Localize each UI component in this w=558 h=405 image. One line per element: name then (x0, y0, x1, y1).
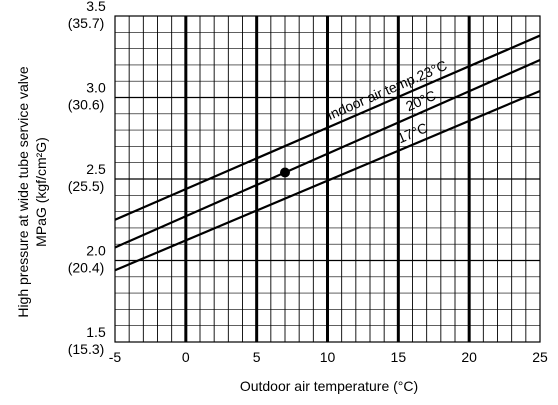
y-tick-label-kgf: (15.3) (68, 341, 105, 357)
series-line (114, 34, 541, 221)
x-tick-label: 0 (182, 349, 190, 365)
grid (114, 15, 541, 343)
y-tick-label-kgf: (35.7) (68, 15, 105, 31)
x-tick-label: 20 (461, 349, 477, 365)
x-tick-label: 10 (320, 349, 336, 365)
x-tick-label: 25 (532, 349, 548, 365)
y-tick-label-kgf: (30.6) (68, 97, 105, 113)
y-axis-title-line2: MPaG (kgf/cm²G) (33, 137, 49, 247)
y-tick-label: 3.0 (86, 80, 106, 96)
y-tick-labels: 3.5(35.7) 3.0(30.6) 2.5(25.5) 2.0(20.4) 1.5(… (68, 0, 106, 357)
y-tick-label: 3.5 (86, 0, 106, 14)
y-tick-label: 1.5 (86, 324, 106, 340)
series-line (114, 89, 541, 272)
y-tick-label-kgf: (20.4) (68, 260, 105, 276)
x-tick-labels: -5 0 5 10 15 20 25 (109, 349, 548, 365)
series-line (114, 59, 541, 249)
y-axis-title: High pressure at wide tube service valve… (15, 66, 49, 318)
y-tick-label: 2.0 (86, 243, 106, 259)
y-tick-label-kgf: (25.5) (68, 178, 105, 194)
series-lines (114, 34, 541, 272)
x-tick-label: -5 (109, 349, 122, 365)
x-tick-label: 15 (391, 349, 407, 365)
x-tick-label: 5 (253, 349, 261, 365)
x-axis-title: Outdoor air temperature (°C) (240, 378, 418, 394)
y-tick-label: 2.5 (86, 161, 106, 177)
y-axis-title-line1: High pressure at wide tube service valve (15, 66, 31, 318)
operating-point-marker (280, 167, 290, 178)
marker-layer (280, 167, 290, 178)
